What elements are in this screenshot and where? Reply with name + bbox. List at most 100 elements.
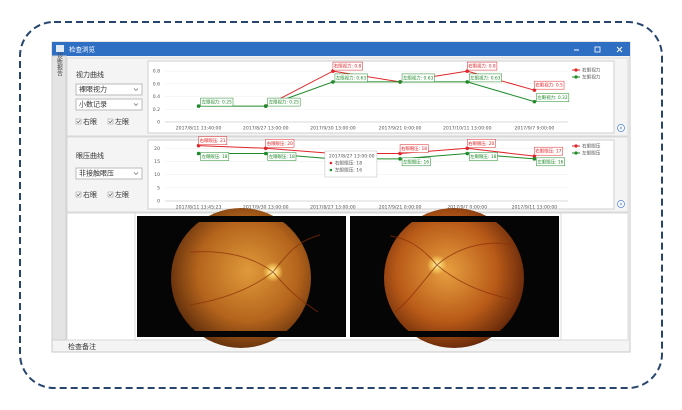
data-point xyxy=(532,157,537,161)
tooltip-marker xyxy=(329,168,333,172)
legend-marker xyxy=(574,68,578,72)
window-title: 检查浏览 xyxy=(69,45,96,54)
retina xyxy=(171,208,311,348)
data-point xyxy=(532,99,537,104)
y-tick-label: 0.2 xyxy=(153,107,160,113)
data-label: 右眼眼压: 20 xyxy=(468,140,494,147)
maximize-button[interactable] xyxy=(594,46,601,53)
pressure-type-value: 非接触眼压 xyxy=(79,169,114,178)
checkmark xyxy=(108,120,113,124)
checkmark xyxy=(76,120,81,124)
data-label-box xyxy=(267,152,297,161)
y-tick-label: 0 xyxy=(157,120,160,126)
data-label: 右眼视力: 0.5 xyxy=(535,82,563,89)
close-button[interactable] xyxy=(616,46,623,53)
y-tick-label: 0.8 xyxy=(153,69,160,75)
title-bar xyxy=(52,42,630,56)
data-label: 右眼视力: 0.8 xyxy=(334,63,362,70)
app-icon xyxy=(56,45,64,52)
data-label: 右眼眼压: 18 xyxy=(401,145,427,152)
y-tick-label: 0.6 xyxy=(153,81,160,87)
data-label-box xyxy=(534,146,563,156)
right-eye-checkbox[interactable] xyxy=(75,118,82,125)
data-label: 左眼眼压: 16 xyxy=(537,158,563,165)
data-label: 左眼视力: 0.63 xyxy=(403,74,433,81)
tooltip-line: 左眼眼压: 16 xyxy=(335,167,362,174)
data-label-box xyxy=(267,97,301,107)
y-tick-label: 5 xyxy=(157,185,160,191)
legend-label: 左眼眼压 xyxy=(582,150,601,157)
fundus-image-left[interactable] xyxy=(137,208,346,348)
remark-label: 检查备注 xyxy=(68,342,96,351)
vessels xyxy=(189,234,321,313)
data-label: 左眼眼压: 18 xyxy=(269,153,295,160)
data-label: 左眼眼压: 16 xyxy=(403,158,429,165)
data-label: 右眼眼压: 20 xyxy=(267,140,293,147)
right-eye-checkbox[interactable] xyxy=(75,191,82,198)
data-label: 左眼视力: 0.25 xyxy=(202,99,232,106)
data-point xyxy=(263,104,268,108)
tooltip-marker xyxy=(329,161,333,165)
checkmark xyxy=(76,193,81,197)
mask xyxy=(137,216,346,222)
pressure-label: 眼压曲线 xyxy=(76,151,104,160)
x-tick-label: 2017/8/27 13:00:00 xyxy=(243,126,289,132)
dropdown-arrow xyxy=(133,88,139,91)
data-label-box xyxy=(401,73,435,83)
tooltip-line: 右眼眼压: 18 xyxy=(335,160,362,167)
left-eye-checkbox[interactable] xyxy=(107,191,114,198)
data-label: 右眼视力: 0.8 xyxy=(468,63,496,70)
left-eye-checkbox[interactable] xyxy=(107,118,114,125)
vision-type-select[interactable] xyxy=(75,83,143,96)
y-tick-label: 10 xyxy=(154,172,160,178)
data-label-box xyxy=(265,139,295,148)
data-label-box xyxy=(467,139,496,148)
x-tick-label: 2017/9/7 9:00:00 xyxy=(515,126,555,132)
data-point xyxy=(398,80,402,84)
vision-record-select[interactable] xyxy=(75,98,143,111)
data-label-box xyxy=(198,136,228,145)
line-chart: 0 0.2 0.4 0.6 0.8 2017/8/11 13:40:00 2017/8/27… xyxy=(153,61,601,132)
data-label-box xyxy=(469,73,502,83)
data-label-box xyxy=(334,73,368,83)
data-label: 右眼眼压: 17 xyxy=(535,148,561,155)
legend-marker xyxy=(574,144,578,148)
mask xyxy=(350,216,559,222)
data-label-box xyxy=(536,157,565,167)
dashed-frame xyxy=(19,21,663,389)
dropdown-arrow xyxy=(133,172,139,175)
data-label-box xyxy=(200,152,230,161)
mask xyxy=(137,331,346,337)
data-label-box xyxy=(401,157,431,167)
x-tick-label: 2017/8/27 13:00:00 xyxy=(310,205,356,211)
y-tick-label: 0.4 xyxy=(153,94,160,100)
right-eye-label: 右眼 xyxy=(83,117,97,126)
data-point xyxy=(196,151,201,156)
x-tick-label: 2017/10/11 13:00:00 xyxy=(443,126,492,132)
data-label-box xyxy=(536,93,570,102)
right-eye-label: 右眼 xyxy=(83,190,97,199)
data-point xyxy=(465,80,470,84)
data-label-box xyxy=(332,61,363,71)
y-tick-label: 15 xyxy=(154,159,160,165)
data-label-box xyxy=(534,80,565,90)
vision-type-value: 裸眼视力 xyxy=(79,85,107,94)
x-tick-label: 2017/8/11 13:40:00 xyxy=(176,126,222,132)
data-point xyxy=(465,151,470,156)
data-point xyxy=(398,157,402,161)
dropdown-arrow xyxy=(133,103,139,106)
pressure-type-select[interactable] xyxy=(75,167,143,180)
legend-label: 右眼视力 xyxy=(582,67,601,74)
data-point xyxy=(196,104,201,108)
data-label: 右眼眼压: 21 xyxy=(200,137,226,144)
x-tick-label: 2017/9/21 0:00:00 xyxy=(379,205,422,211)
sidebar-tab[interactable]: 诊断报告 xyxy=(56,51,63,77)
fundus-image-right[interactable] xyxy=(350,208,559,348)
left-eye-label: 左眼 xyxy=(115,190,129,199)
data-label-box xyxy=(399,144,429,153)
x-tick-label: 2017/9/11 13:00:00 xyxy=(512,205,558,211)
tooltip-title: 2017/8/27 13:00:00 xyxy=(329,154,375,160)
legend-marker xyxy=(574,75,578,79)
